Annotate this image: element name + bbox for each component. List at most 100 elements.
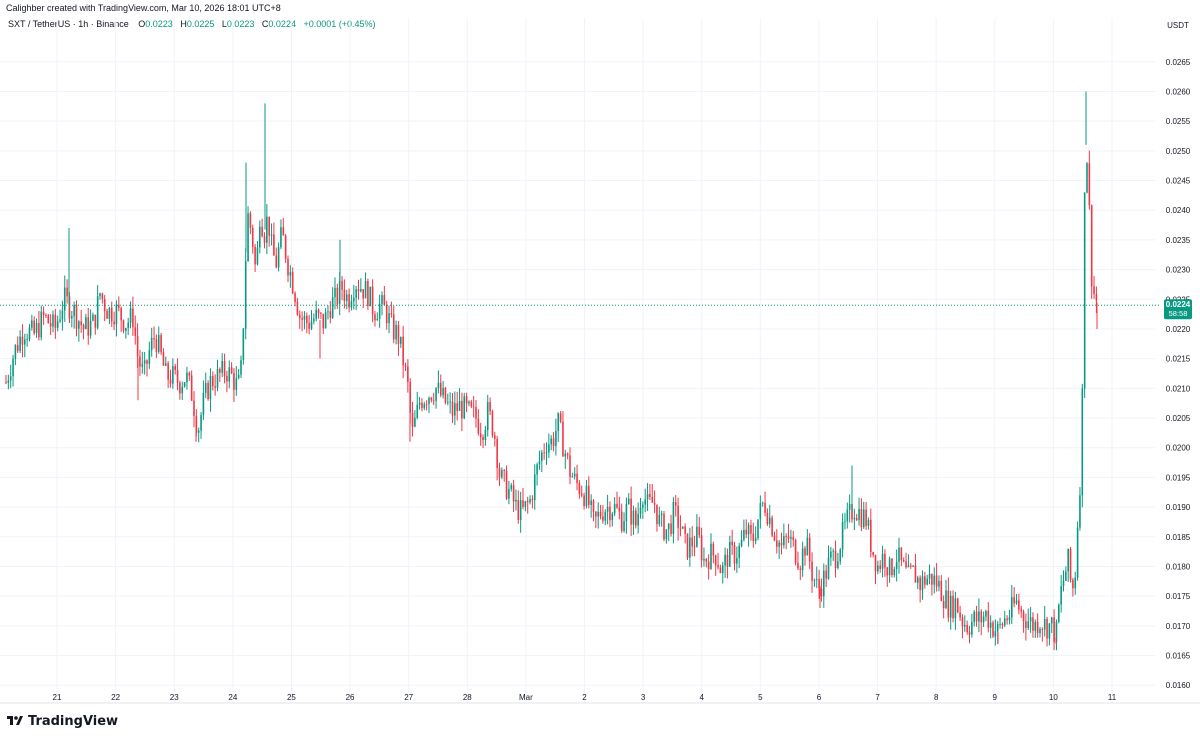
candle[interactable] bbox=[162, 348, 165, 366]
candle[interactable] bbox=[839, 547, 842, 565]
candle[interactable] bbox=[263, 232, 266, 249]
candle[interactable] bbox=[186, 366, 188, 390]
candle[interactable] bbox=[26, 333, 28, 347]
candle[interactable] bbox=[684, 523, 686, 544]
candle[interactable] bbox=[324, 308, 327, 329]
candle[interactable] bbox=[959, 605, 961, 622]
candle[interactable] bbox=[599, 504, 602, 520]
candle[interactable] bbox=[294, 291, 296, 307]
candle[interactable] bbox=[515, 489, 517, 511]
candle[interactable] bbox=[364, 272, 367, 299]
candle[interactable] bbox=[115, 300, 118, 337]
candle[interactable] bbox=[705, 557, 708, 568]
candle[interactable] bbox=[616, 491, 618, 509]
candle[interactable] bbox=[954, 591, 957, 630]
candle[interactable] bbox=[254, 244, 256, 272]
candle[interactable] bbox=[296, 297, 299, 316]
candle[interactable] bbox=[16, 336, 19, 353]
candle[interactable] bbox=[193, 391, 195, 428]
candle[interactable] bbox=[289, 265, 292, 288]
candle[interactable] bbox=[63, 275, 66, 322]
candle[interactable] bbox=[395, 320, 397, 345]
candle[interactable] bbox=[503, 469, 505, 482]
candle[interactable] bbox=[73, 301, 75, 329]
candle[interactable] bbox=[1060, 574, 1062, 613]
candle[interactable] bbox=[947, 577, 950, 622]
candle[interactable] bbox=[432, 392, 435, 406]
candle[interactable] bbox=[827, 545, 830, 580]
candle[interactable] bbox=[783, 523, 785, 549]
candle[interactable] bbox=[385, 300, 388, 330]
candle[interactable] bbox=[282, 217, 285, 236]
candle[interactable] bbox=[907, 554, 910, 568]
candle[interactable] bbox=[157, 326, 160, 354]
candle[interactable] bbox=[1039, 627, 1041, 638]
candle[interactable] bbox=[519, 491, 522, 533]
candle[interactable] bbox=[562, 411, 564, 457]
candle[interactable] bbox=[588, 476, 590, 509]
candle[interactable] bbox=[592, 499, 595, 522]
candle[interactable] bbox=[1095, 286, 1098, 314]
candle[interactable] bbox=[989, 615, 992, 639]
candle[interactable] bbox=[682, 526, 684, 529]
candle[interactable] bbox=[830, 546, 832, 566]
candle[interactable] bbox=[383, 285, 386, 306]
candle[interactable] bbox=[870, 508, 872, 558]
candle[interactable] bbox=[345, 289, 348, 310]
candle[interactable] bbox=[451, 393, 454, 424]
candle[interactable] bbox=[844, 512, 846, 530]
candle[interactable] bbox=[848, 494, 851, 523]
candle[interactable] bbox=[952, 590, 954, 623]
candle[interactable] bbox=[787, 523, 790, 543]
candle[interactable] bbox=[153, 326, 155, 349]
candle[interactable] bbox=[975, 605, 978, 627]
candle[interactable] bbox=[571, 472, 574, 478]
candle[interactable] bbox=[308, 315, 310, 335]
candle[interactable] bbox=[578, 479, 581, 499]
candle[interactable] bbox=[103, 294, 106, 322]
candle[interactable] bbox=[841, 513, 844, 558]
candle[interactable] bbox=[1032, 612, 1034, 638]
candle[interactable] bbox=[1020, 605, 1022, 618]
candle[interactable] bbox=[61, 300, 64, 331]
candle[interactable] bbox=[620, 503, 623, 533]
candle[interactable] bbox=[249, 211, 252, 235]
candle[interactable] bbox=[320, 311, 322, 320]
candle[interactable] bbox=[353, 284, 355, 310]
candle[interactable] bbox=[259, 220, 261, 254]
candle[interactable] bbox=[501, 467, 503, 480]
candle[interactable] bbox=[454, 391, 456, 425]
candle[interactable] bbox=[801, 541, 804, 577]
candle[interactable] bbox=[376, 312, 379, 321]
candle[interactable] bbox=[658, 506, 661, 527]
candle[interactable] bbox=[818, 569, 820, 599]
candle[interactable] bbox=[1062, 570, 1065, 592]
candle[interactable] bbox=[42, 306, 45, 325]
candle[interactable] bbox=[900, 547, 903, 567]
candle[interactable] bbox=[721, 561, 724, 584]
candle[interactable] bbox=[677, 497, 679, 541]
candle[interactable] bbox=[837, 552, 839, 570]
candle[interactable] bbox=[921, 570, 924, 600]
candle[interactable] bbox=[237, 368, 240, 380]
candle[interactable] bbox=[902, 557, 905, 563]
candle[interactable] bbox=[623, 512, 625, 533]
candle[interactable] bbox=[999, 617, 1001, 629]
candle[interactable] bbox=[313, 313, 315, 325]
candle[interactable] bbox=[92, 312, 94, 322]
candle[interactable] bbox=[717, 552, 719, 570]
candle[interactable] bbox=[327, 305, 329, 320]
candle[interactable] bbox=[449, 392, 451, 414]
candle[interactable] bbox=[9, 364, 12, 389]
candle[interactable] bbox=[635, 507, 637, 529]
candle[interactable] bbox=[230, 362, 233, 375]
candle[interactable] bbox=[456, 391, 458, 421]
candle[interactable] bbox=[853, 508, 856, 530]
candle[interactable] bbox=[992, 620, 994, 638]
candle[interactable] bbox=[176, 358, 179, 391]
candle[interactable] bbox=[529, 495, 531, 505]
candle[interactable] bbox=[414, 410, 416, 428]
candle[interactable] bbox=[489, 397, 491, 416]
candle[interactable] bbox=[19, 330, 21, 354]
candle[interactable] bbox=[228, 360, 231, 389]
